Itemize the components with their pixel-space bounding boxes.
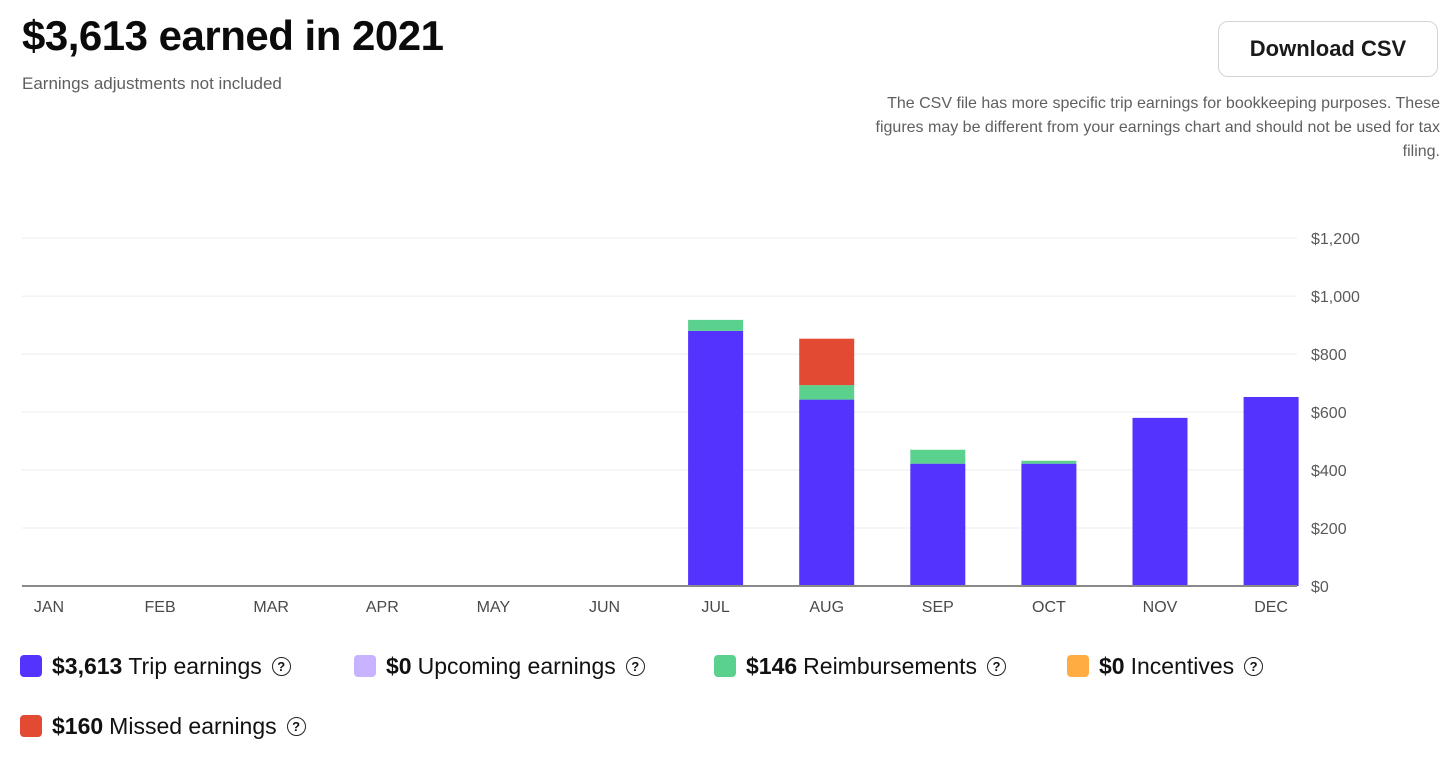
legend-label: Incentives	[1130, 652, 1235, 679]
x-tick-label: JUN	[589, 599, 620, 616]
missed-earnings-swatch	[20, 715, 42, 737]
y-tick-label: $200	[1311, 521, 1347, 538]
legend-value: $160	[52, 712, 104, 739]
legend-item-upcoming-earnings: $0 Upcoming earnings ?	[354, 648, 645, 684]
bar-reimbursements	[1021, 460, 1077, 464]
legend-label: Reimbursements	[803, 652, 978, 679]
legend-value: $0	[386, 652, 412, 679]
legend-value: $3,613	[52, 652, 123, 679]
bar-trip-earnings	[1132, 417, 1188, 586]
y-tick-label: $1,200	[1311, 231, 1360, 248]
x-tick-label: NOV	[1143, 599, 1178, 616]
legend-label: Missed earnings	[109, 712, 277, 739]
legend-label: Trip earnings	[128, 652, 262, 679]
y-tick-label: $400	[1311, 463, 1347, 480]
y-tick-label: $800	[1311, 347, 1347, 364]
question-mark-icon[interactable]: ?	[987, 656, 1007, 676]
x-tick-label: DEC	[1254, 599, 1288, 616]
bar-trip-earnings	[799, 399, 855, 586]
legend-value: $0	[1099, 652, 1125, 679]
earnings-subtitle: Earnings adjustments not included	[22, 74, 282, 93]
bar-trip-earnings	[1021, 463, 1077, 586]
page-title: $3,613 earned in 2021	[22, 12, 444, 59]
bar-reimbursements	[688, 319, 744, 331]
legend-item-missed-earnings: $160 Missed earnings ?	[20, 708, 306, 744]
csv-note: The CSV file has more specific trip earn…	[875, 95, 1440, 160]
legend-value: $146	[746, 652, 798, 679]
reimbursements-swatch	[714, 655, 736, 677]
y-tick-label: $1,000	[1311, 289, 1360, 306]
y-tick-label: $0	[1311, 579, 1329, 596]
x-tick-label: AUG	[809, 599, 844, 616]
bar-missed-earnings	[799, 338, 855, 386]
bar-reimbursements	[910, 449, 966, 464]
legend-label: Upcoming earnings	[417, 652, 616, 679]
x-tick-label: JAN	[34, 599, 64, 616]
upcoming-earnings-swatch	[354, 655, 376, 677]
x-tick-label: APR	[366, 599, 399, 616]
bar-trip-earnings	[1243, 396, 1299, 586]
x-tick-label: FEB	[145, 599, 176, 616]
bar-reimbursements	[799, 385, 855, 400]
question-mark-icon[interactable]: ?	[625, 656, 645, 676]
x-tick-label: OCT	[1032, 599, 1066, 616]
x-tick-label: JUL	[701, 599, 730, 616]
question-mark-icon[interactable]: ?	[271, 656, 291, 676]
legend-item-trip-earnings: $3,613 Trip earnings ?	[20, 648, 291, 684]
question-mark-icon[interactable]: ?	[1244, 656, 1264, 676]
incentives-swatch	[1067, 655, 1089, 677]
legend-item-incentives: $0 Incentives ?	[1067, 648, 1264, 684]
download-csv-button[interactable]: Download CSV	[1218, 21, 1438, 77]
bar-trip-earnings	[910, 463, 966, 586]
y-tick-label: $600	[1311, 405, 1347, 422]
x-tick-label: MAY	[477, 599, 511, 616]
x-tick-label: MAR	[253, 599, 289, 616]
question-mark-icon[interactable]: ?	[286, 716, 306, 736]
legend-item-reimbursements: $146 Reimbursements ?	[714, 648, 1007, 684]
bar-trip-earnings	[688, 330, 744, 586]
x-tick-label: SEP	[922, 599, 954, 616]
earnings-chart: $0 $200 $400 $600 $800 $1,000 $1,200 JAN FEB MAR A…	[22, 231, 1360, 616]
trip-earnings-swatch	[20, 655, 42, 677]
